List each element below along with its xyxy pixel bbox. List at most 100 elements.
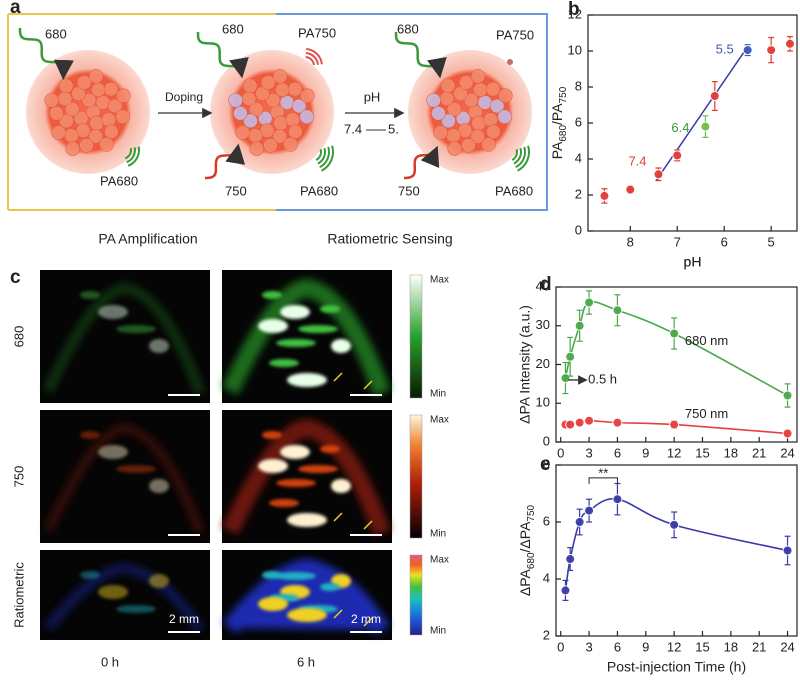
row-label: 680 — [11, 326, 26, 348]
y-tick-label: 8 — [543, 456, 550, 471]
nanocrystal — [233, 105, 248, 121]
data-point — [700, 121, 711, 132]
nanocrystal — [498, 88, 513, 104]
nanocrystal — [263, 138, 278, 153]
nanocrystal — [470, 129, 485, 144]
colorbar-max: Max — [430, 555, 449, 566]
label: 750 — [398, 183, 420, 198]
scale-label: 2 mm — [169, 612, 199, 626]
column-label: 0 h — [101, 654, 119, 669]
annotation: 5.5 — [716, 42, 734, 57]
label: 750 — [225, 183, 247, 198]
signal-blob — [80, 431, 100, 439]
nanocrystal — [228, 93, 243, 108]
signal-blob — [116, 325, 156, 333]
x-tick-label: 12 — [667, 639, 681, 654]
signal-blob — [116, 465, 156, 473]
signal-arc — [124, 148, 132, 160]
scale-label: 2 mm — [351, 612, 381, 626]
data-point — [574, 517, 585, 527]
nanocrystal — [115, 109, 131, 125]
signal-blob — [258, 597, 288, 611]
nanocrystal — [485, 81, 501, 97]
signal-blob — [149, 479, 169, 493]
nanocrystal — [265, 92, 281, 108]
annotation: 0.5 h — [588, 371, 617, 386]
laser-wave — [204, 143, 246, 180]
signal-blob — [258, 459, 288, 473]
signal-blob — [331, 339, 351, 353]
signal-arc — [319, 146, 330, 169]
nanocrystal — [426, 93, 441, 108]
data-point — [653, 169, 664, 180]
nanocrystal — [99, 137, 114, 152]
data-point — [565, 419, 576, 430]
nanocrystal — [241, 91, 257, 106]
colorbar-max: Max — [430, 415, 449, 426]
signal-arc — [315, 149, 322, 161]
axis-title: pH — [684, 254, 702, 270]
axis-title: PA680/PA750 — [549, 86, 569, 159]
nanocrystal — [279, 95, 295, 110]
signal-blob — [98, 445, 128, 459]
signal-arc — [305, 52, 319, 65]
y-tick-label: 30 — [536, 317, 550, 332]
nanocrystal — [473, 82, 488, 98]
y-tick-label: 0 — [575, 222, 582, 237]
colorbar-min: Min — [430, 529, 446, 540]
x-tick-label: 8 — [627, 234, 634, 249]
signal-blob — [320, 583, 340, 591]
data-point — [565, 554, 576, 565]
annotation: 7.4 — [628, 154, 646, 169]
x-tick-label: 7 — [674, 234, 681, 249]
data-point — [599, 190, 610, 201]
data-point — [672, 150, 683, 161]
nanocrystal — [299, 109, 315, 125]
signal-blob — [269, 359, 299, 367]
data-point — [742, 45, 753, 56]
nanocrystal — [447, 141, 462, 156]
axis-title-part: 680 — [526, 552, 537, 569]
colorbar-min: Min — [430, 389, 446, 400]
x-tick-label: 6 — [614, 445, 621, 460]
label: 5. — [388, 121, 399, 136]
data-point — [560, 585, 571, 596]
label: Doping — [165, 90, 203, 104]
nanocrystal — [291, 98, 307, 114]
nanocrystal — [260, 75, 276, 90]
signal-blob — [149, 574, 169, 588]
nanocrystal — [489, 98, 505, 114]
y-tick-label: 20 — [536, 356, 550, 371]
data-point — [612, 494, 623, 505]
axis-title-part: PA — [549, 141, 565, 159]
y-tick-label: 10 — [536, 395, 550, 410]
colorbar — [409, 554, 423, 636]
x-tick-label: 6 — [721, 234, 728, 249]
y-tick-label: 2 — [575, 186, 582, 201]
signal-blob — [80, 571, 100, 579]
colorbar-min: Min — [430, 626, 446, 637]
panel-label: c — [10, 267, 21, 288]
x-tick-label: 24 — [780, 445, 794, 460]
label: PA680 — [495, 183, 533, 198]
nanocrystal — [57, 91, 73, 106]
label: PA680 — [300, 183, 338, 198]
data-point — [784, 38, 795, 49]
nanocrystal — [273, 115, 288, 131]
nanocrystal — [471, 115, 486, 131]
signal-blob — [269, 499, 299, 507]
column-label: 6 h — [297, 654, 315, 669]
signal-blob — [298, 465, 338, 473]
axis-title-part: 750 — [558, 86, 569, 103]
signal-arc — [517, 145, 530, 172]
signal-blob — [116, 605, 156, 613]
y-tick-label: 4 — [543, 570, 550, 585]
nanocrystal — [58, 78, 74, 94]
panel-label: d — [540, 274, 552, 295]
nanocrystal — [463, 92, 479, 108]
axis-title-part: /PA — [549, 103, 565, 125]
data-point — [584, 505, 595, 516]
nanocrystal — [59, 113, 74, 129]
x-tick-label: 21 — [752, 639, 766, 654]
axis-title: Post-injection Time (h) — [607, 659, 746, 675]
